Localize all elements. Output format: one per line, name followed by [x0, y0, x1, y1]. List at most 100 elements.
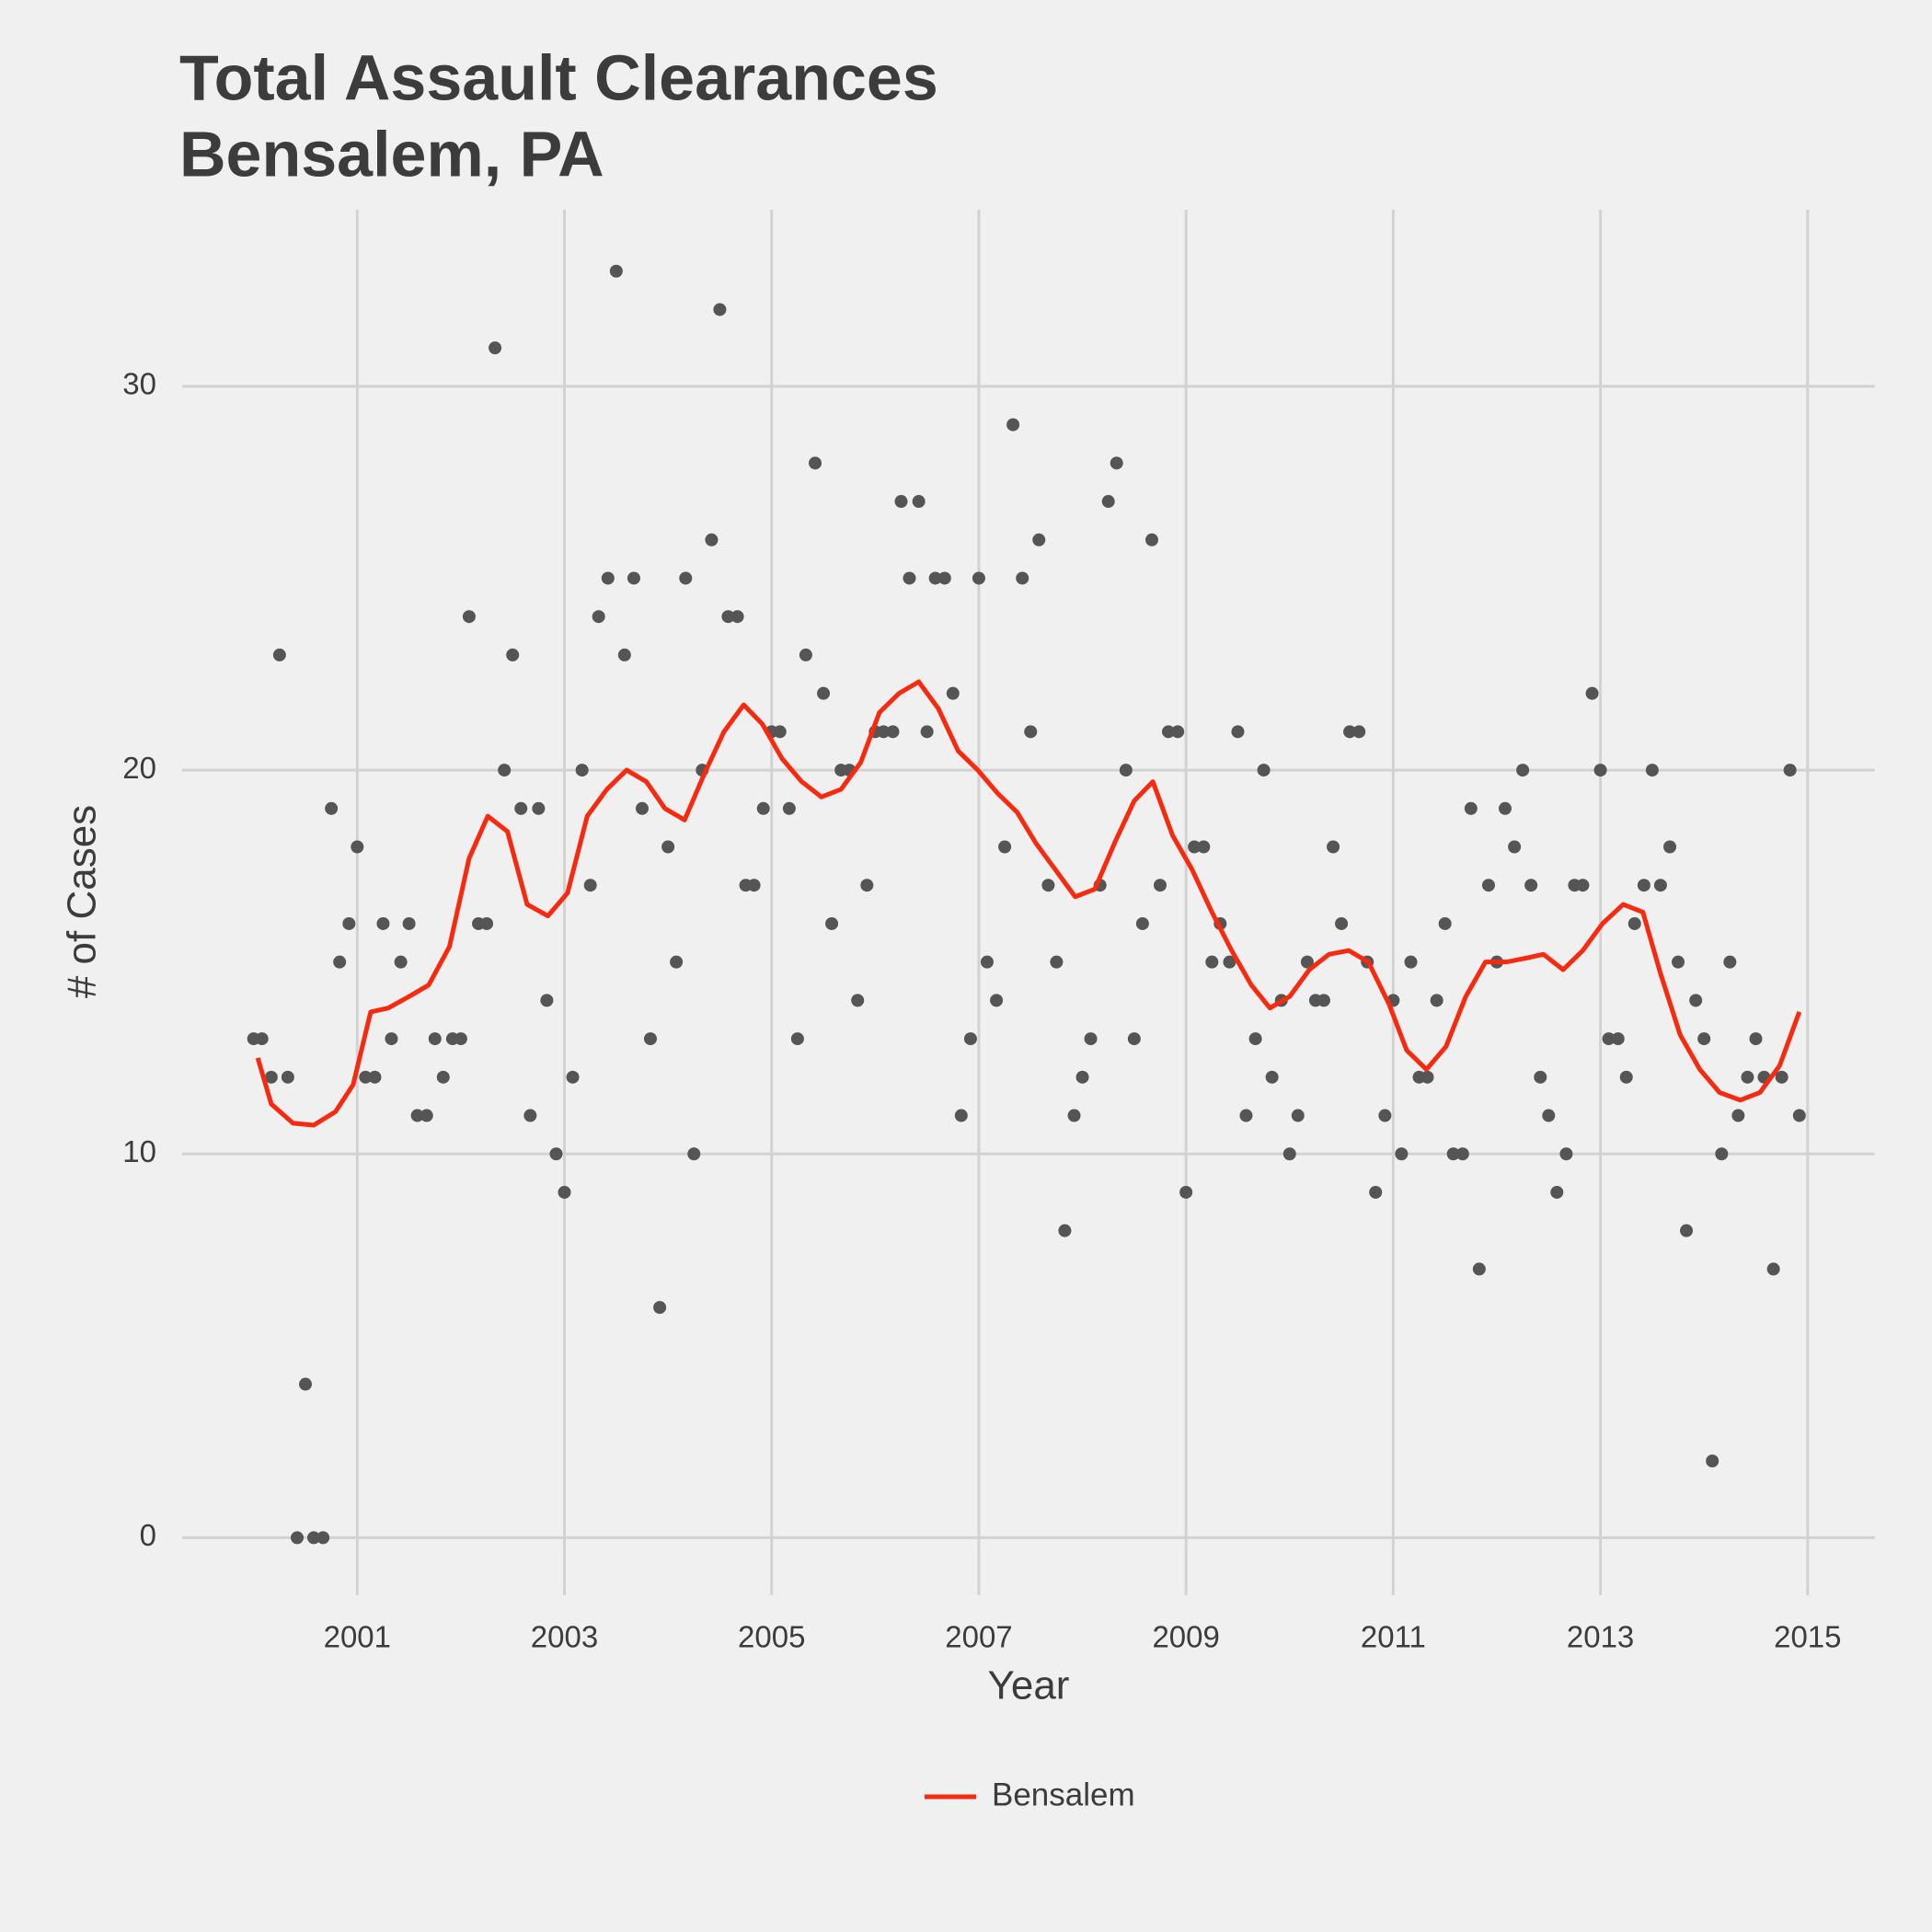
point: [1672, 955, 1685, 969]
grid: 0 10 20 30 2001 2003 2005 2007 2009 2011 2013 2015: [122, 210, 1875, 1654]
point: [713, 303, 727, 316]
point: [1680, 1224, 1694, 1237]
point: [1231, 725, 1245, 739]
x-tick-label: 2011: [1361, 1620, 1426, 1654]
point: [609, 264, 623, 278]
point: [462, 610, 476, 624]
x-tick-label: 2013: [1567, 1620, 1634, 1654]
point: [272, 648, 286, 661]
x-tick-label: 2007: [945, 1620, 1012, 1654]
point: [1516, 764, 1530, 777]
point: [643, 1032, 657, 1046]
point: [1534, 1070, 1547, 1084]
point: [1783, 764, 1797, 777]
point: [1576, 879, 1590, 892]
point: [1775, 1070, 1788, 1084]
point: [325, 801, 339, 815]
point: [809, 456, 822, 470]
y-tick-label: 30: [122, 367, 156, 401]
point: [894, 495, 908, 509]
point: [1343, 725, 1357, 739]
point: [532, 801, 546, 815]
point: [1653, 879, 1667, 892]
point: [1585, 686, 1599, 700]
x-tick-label: 2001: [324, 1620, 391, 1654]
point: [627, 571, 640, 585]
point: [558, 1185, 571, 1199]
point: [281, 1070, 294, 1084]
point: [1395, 1147, 1409, 1161]
legend-label: Bensalem: [992, 1777, 1135, 1812]
point: [954, 1109, 968, 1122]
point: [1645, 764, 1659, 777]
point: [1508, 840, 1522, 854]
point: [1223, 955, 1236, 969]
point: [549, 1147, 563, 1161]
point: [402, 916, 416, 930]
point: [523, 1109, 537, 1122]
point: [454, 1032, 467, 1046]
point: [1749, 1032, 1763, 1046]
point: [1689, 994, 1703, 1007]
point: [1265, 1070, 1279, 1084]
point: [255, 1032, 269, 1046]
point: [1058, 1224, 1072, 1237]
point: [316, 1531, 330, 1545]
y-tick-label: 10: [122, 1134, 156, 1168]
point: [1706, 1454, 1719, 1467]
point: [489, 341, 502, 355]
point: [299, 1377, 313, 1391]
point: [928, 571, 942, 585]
point: [747, 879, 761, 892]
x-tick-label: 2005: [738, 1620, 805, 1654]
point: [506, 648, 520, 661]
point: [498, 764, 512, 777]
point: [1611, 1032, 1625, 1046]
point: [1792, 1109, 1806, 1122]
point: [1300, 955, 1314, 969]
point: [1697, 1032, 1711, 1046]
point: [653, 1301, 667, 1315]
plot-area: [247, 264, 1806, 1545]
point: [903, 571, 916, 585]
point: [937, 571, 951, 585]
point: [1135, 916, 1149, 930]
point: [1378, 1109, 1392, 1122]
point: [1663, 840, 1677, 854]
point: [790, 1032, 804, 1046]
point: [946, 686, 960, 700]
point: [1024, 725, 1038, 739]
point: [972, 571, 985, 585]
point: [817, 686, 831, 700]
point: [583, 879, 597, 892]
point: [514, 801, 528, 815]
point: [1637, 879, 1650, 892]
point: [635, 801, 649, 815]
point: [756, 801, 770, 815]
point: [1016, 571, 1029, 585]
point: [1248, 1032, 1262, 1046]
point: [592, 610, 605, 624]
point: [617, 648, 631, 661]
point: [1327, 840, 1340, 854]
point: [1619, 1070, 1633, 1084]
point: [1446, 1147, 1460, 1161]
point: [1420, 1070, 1434, 1084]
point: [1723, 955, 1737, 969]
point: [851, 994, 865, 1007]
point: [1715, 1147, 1729, 1161]
point: [670, 955, 684, 969]
point: [990, 994, 1004, 1007]
point: [1239, 1109, 1253, 1122]
point: [1438, 916, 1452, 930]
y-tick-label: 0: [140, 1518, 156, 1552]
point: [1498, 801, 1512, 815]
point: [912, 495, 926, 509]
point: [428, 1032, 442, 1046]
point: [1205, 955, 1219, 969]
point: [1154, 879, 1167, 892]
point: [307, 1531, 321, 1545]
point: [687, 1147, 701, 1161]
point: [799, 648, 812, 661]
